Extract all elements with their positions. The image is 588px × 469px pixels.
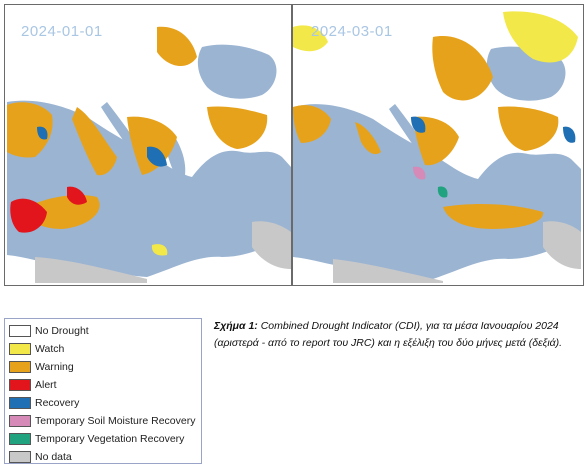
legend-item-no-data: No data <box>9 448 197 466</box>
warning-africa <box>443 204 544 229</box>
watch-west <box>293 25 328 52</box>
legend-label: No Drought <box>35 325 89 337</box>
legend: No Drought Watch Warning Alert Recovery … <box>4 318 202 464</box>
sea-area <box>7 100 291 277</box>
no-data-africa <box>333 259 443 283</box>
swatch-recovery <box>9 397 31 409</box>
map-january-graphic <box>7 26 291 283</box>
map-date-left: 2024-01-01 <box>21 23 103 40</box>
recovery-greece <box>147 146 167 167</box>
swatch-no-data <box>9 451 31 463</box>
warning-turkey <box>498 106 559 151</box>
legend-label: Watch <box>35 343 65 355</box>
legend-label: Temporary Vegetation Recovery <box>35 433 185 445</box>
map-date-right: 2024-03-01 <box>311 23 393 40</box>
warning-iberia <box>293 105 331 143</box>
legend-label: Warning <box>35 361 74 373</box>
legend-item-vegetation: Temporary Vegetation Recovery <box>9 430 197 448</box>
recovery-spots <box>411 116 426 133</box>
swatch-watch <box>9 343 31 355</box>
map-march: 2024-03-01 <box>293 7 581 283</box>
no-data-africa <box>35 257 147 283</box>
no-data-east <box>252 221 291 269</box>
alert-sicily <box>67 186 87 205</box>
legend-label: Recovery <box>35 397 80 409</box>
black-sea <box>197 44 277 99</box>
legend-item-alert: Alert <box>9 376 197 394</box>
caption-text: Combined Drought Indicator (CDI), για τα… <box>214 320 563 349</box>
legend-item-no-drought: No Drought <box>9 322 197 340</box>
warning-italy <box>355 122 381 155</box>
warning-iberia-east <box>7 102 53 158</box>
legend-item-recovery: Recovery <box>9 394 197 412</box>
soil-spots <box>413 166 426 180</box>
swatch-soil <box>9 415 31 427</box>
legend-item-soil: Temporary Soil Moisture Recovery <box>9 412 197 430</box>
figure-caption: Σχήμα 1: Combined Drought Indicator (CDI… <box>214 318 584 352</box>
swatch-alert <box>9 379 31 391</box>
recovery-north <box>37 126 48 140</box>
swatch-vegetation <box>9 433 31 445</box>
legend-label: Alert <box>35 379 57 391</box>
warning-italy <box>72 107 117 176</box>
warning-north <box>157 26 197 67</box>
swatch-warning <box>9 361 31 373</box>
legend-item-watch: Watch <box>9 340 197 358</box>
alert-north-africa <box>10 198 47 233</box>
warning-central <box>432 36 493 101</box>
watch-spots <box>151 244 168 256</box>
maps-frame: 2024-01-01 202 <box>4 4 584 286</box>
no-data-east <box>543 221 581 269</box>
swatch-no-drought <box>9 325 31 337</box>
legend-label: No data <box>35 451 72 463</box>
recovery-east <box>563 126 576 143</box>
caption-head: Σχήμα 1: <box>214 320 258 332</box>
vegetation-spots <box>437 186 448 198</box>
warning-turkey <box>207 106 268 149</box>
map-divider <box>291 5 293 285</box>
map-march-graphic <box>293 11 581 283</box>
watch-north-east <box>503 11 578 63</box>
legend-label: Temporary Soil Moisture Recovery <box>35 415 196 427</box>
legend-item-warning: Warning <box>9 358 197 376</box>
map-january: 2024-01-01 <box>7 7 291 283</box>
